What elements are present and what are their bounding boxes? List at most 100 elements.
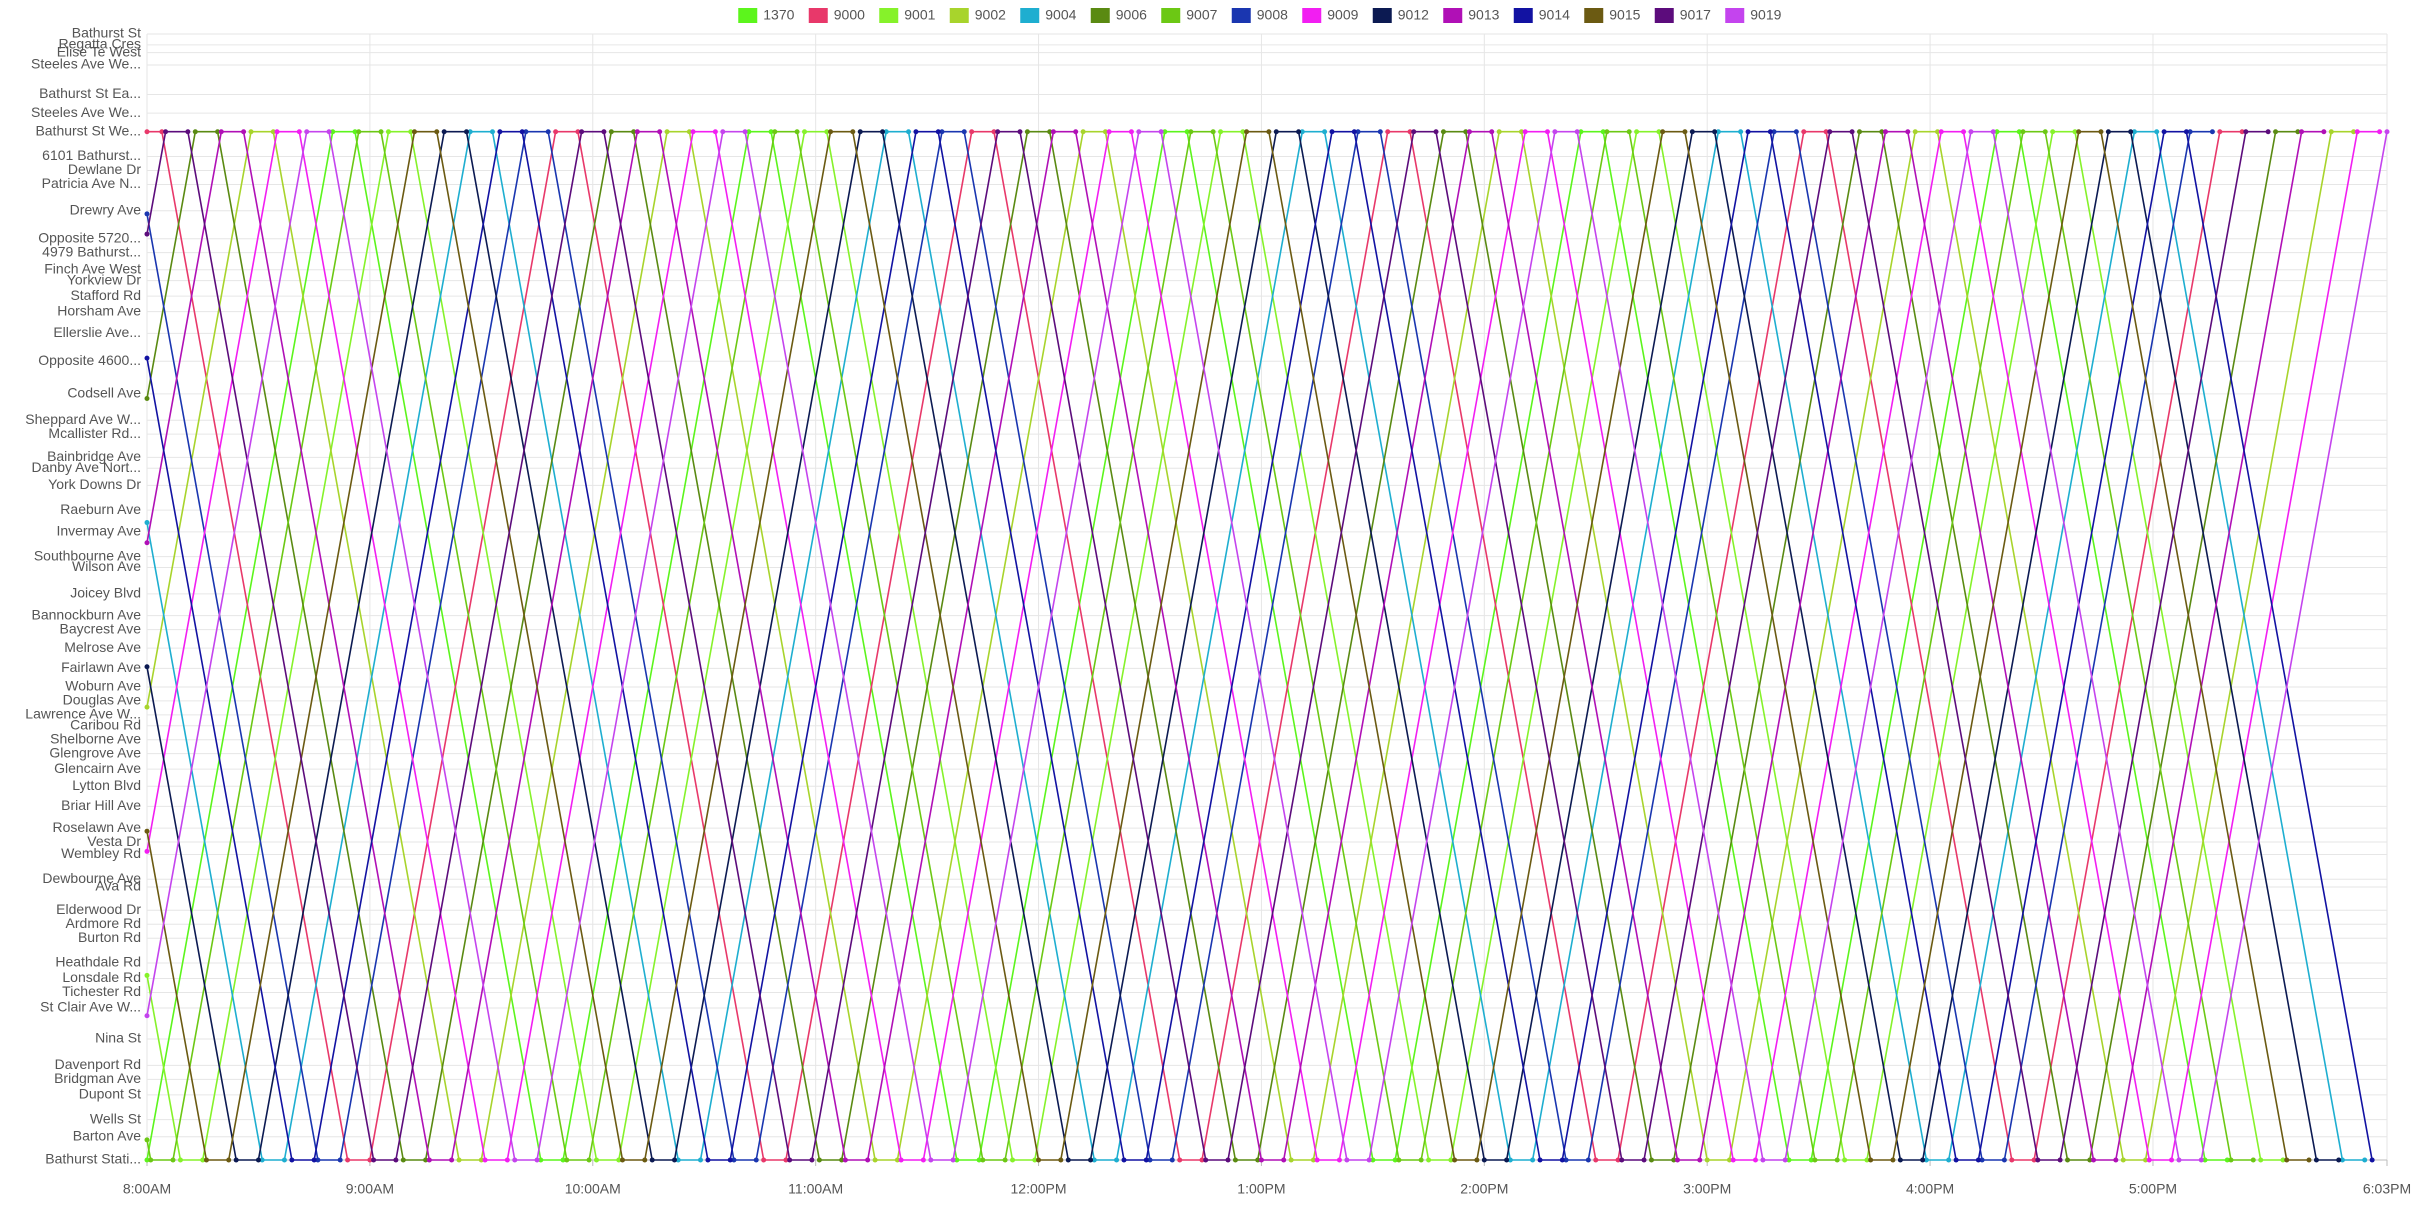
data-point (1296, 129, 1302, 135)
data-point (1225, 1157, 1231, 1163)
y-tick-label: Barton Ave (73, 1127, 141, 1143)
data-point (2072, 129, 2078, 135)
y-tick-label: Elderwood Dr (56, 901, 141, 917)
data-point (1574, 129, 1580, 135)
data-point (408, 129, 414, 135)
data-point (1857, 129, 1863, 135)
data-point (337, 1157, 343, 1163)
data-point (2113, 1157, 2119, 1163)
legend-swatch (879, 8, 899, 23)
y-tick-label: Ava Rd (95, 878, 141, 894)
y-tick-label: Tichester Rd (62, 983, 141, 999)
data-point (2120, 1157, 2126, 1163)
data-point (2280, 1157, 2286, 1163)
data-point (1760, 1157, 1766, 1163)
data-point (619, 1157, 625, 1163)
data-point (144, 395, 150, 401)
data-point (906, 129, 912, 135)
data-point (1626, 129, 1632, 135)
data-point (954, 1157, 960, 1163)
data-point (1255, 1157, 1261, 1163)
data-point (1310, 1157, 1316, 1163)
data-point (1619, 1157, 1625, 1163)
data-point (426, 1157, 432, 1163)
y-tick-label: Douglas Ave (63, 692, 142, 708)
data-point (144, 540, 150, 546)
legend-swatch (1302, 8, 1322, 23)
data-point (2154, 129, 2160, 135)
data-point (1953, 1157, 1959, 1163)
series-line (146, 130, 2228, 1161)
data-point (2020, 129, 2026, 135)
legend-label: 9006 (1116, 7, 1147, 23)
data-point (1050, 129, 1056, 135)
data-point (2161, 129, 2167, 135)
data-point (727, 1157, 733, 1163)
data-point (489, 129, 495, 135)
data-point (1017, 129, 1023, 135)
data-point (664, 129, 670, 135)
data-point (1158, 129, 1164, 135)
y-tick-label: Mcallister Rd... (48, 425, 141, 441)
data-point (371, 1157, 377, 1163)
data-point (289, 1157, 295, 1163)
y-tick-label: Dewlane Dr (68, 161, 141, 177)
data-point (865, 1157, 871, 1163)
data-point (1466, 129, 1472, 135)
data-point (2091, 1157, 2097, 1163)
legend-swatch (1020, 8, 1040, 23)
data-point (1593, 1157, 1599, 1163)
data-point (1563, 1157, 1569, 1163)
data-point (1868, 1157, 1874, 1163)
data-point (1258, 1157, 1264, 1163)
y-tick-label: Bathurst Stati... (45, 1151, 141, 1167)
data-point (1440, 129, 1446, 135)
data-point (2098, 129, 2104, 135)
data-point (1426, 1157, 1432, 1163)
data-point (1827, 129, 1833, 135)
data-point (1136, 129, 1142, 135)
data-point (1002, 1157, 1008, 1163)
data-point (686, 129, 692, 135)
data-point (1322, 129, 1328, 135)
data-point (1634, 129, 1640, 135)
data-point (1102, 129, 1108, 135)
data-point (720, 129, 726, 135)
y-tick-label: Bridgman Ave (54, 1070, 141, 1086)
data-point (2284, 1157, 2290, 1163)
data-point (824, 129, 830, 135)
y-tick-label: Elise Te West (57, 43, 141, 59)
data-point (449, 1157, 455, 1163)
data-point (1704, 1157, 1710, 1163)
data-point (1314, 1157, 1320, 1163)
data-point (1058, 1157, 1064, 1163)
series-line (146, 130, 2354, 1161)
legend-label: 1370 (763, 7, 794, 23)
data-point (1240, 129, 1246, 135)
data-point (2339, 1157, 2345, 1163)
data-point (2354, 129, 2360, 135)
data-point (1203, 1157, 1209, 1163)
data-point (1834, 1157, 1840, 1163)
data-point (1385, 129, 1391, 135)
data-point (523, 129, 529, 135)
data-point (1946, 1157, 1952, 1163)
x-tick-label: 3:00PM (1683, 1181, 1731, 1197)
y-tick-label: Nina St (95, 1030, 141, 1046)
data-point (144, 664, 150, 670)
data-point (177, 1157, 183, 1163)
data-point (1938, 129, 1944, 135)
data-point (467, 129, 473, 135)
data-point (1864, 1157, 1870, 1163)
y-tick-label: Regatta Cres (59, 36, 141, 52)
data-point (1288, 1157, 1294, 1163)
data-point (802, 129, 808, 135)
data-point (1935, 129, 1941, 135)
data-point (1786, 1157, 1792, 1163)
data-point (1897, 1157, 1903, 1163)
data-point (2209, 129, 2215, 135)
data-point (787, 1157, 793, 1163)
data-point (690, 129, 696, 135)
data-point (144, 211, 150, 217)
data-point (1366, 1157, 1372, 1163)
